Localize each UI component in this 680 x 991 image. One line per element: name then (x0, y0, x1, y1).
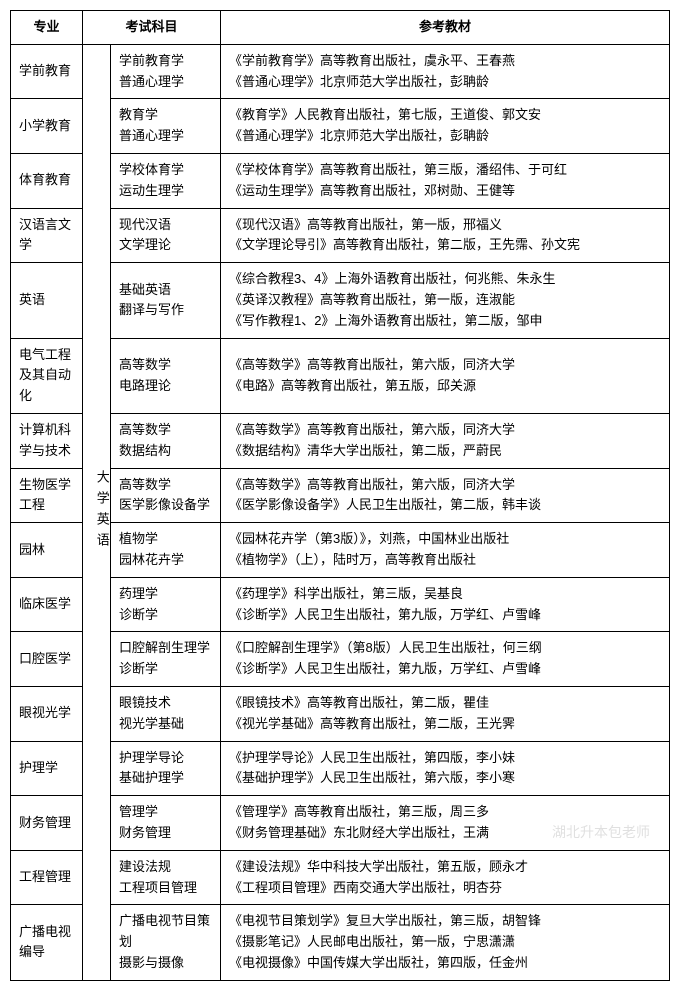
header-exam: 考试科目 (83, 11, 221, 45)
header-major: 专业 (11, 11, 83, 45)
cell-refs: 《高等数学》高等教育出版社，第六版，同济大学《数据结构》清华大学出版社，第二版，… (221, 413, 670, 468)
cell-exam-group: 大学英语 (83, 44, 111, 980)
cell-subjects: 高等数学医学影像设备学 (111, 468, 221, 523)
cell-major: 电气工程及其自动化 (11, 338, 83, 413)
table-row: 学前教育大学英语学前教育学普通心理学《学前教育学》高等教育出版社，虞永平、王春燕… (11, 44, 670, 99)
cell-subjects: 高等数学电路理论 (111, 338, 221, 413)
cell-subjects: 广播电视节目策划摄影与摄像 (111, 905, 221, 980)
cell-refs: 《电视节目策划学》复旦大学出版社，第三版，胡智锋《摄影笔记》人民邮电出版社，第一… (221, 905, 670, 980)
curriculum-table: 专业 考试科目 参考教材 学前教育大学英语学前教育学普通心理学《学前教育学》高等… (10, 10, 670, 981)
cell-refs: 《学校体育学》高等教育出版社，第三版，潘绍伟、于可红《运动生理学》高等教育出版社… (221, 153, 670, 208)
cell-refs: 《眼镜技术》高等教育出版社，第二版，瞿佳《视光学基础》高等教育出版社，第二版，王… (221, 686, 670, 741)
cell-subjects: 护理学导论基础护理学 (111, 741, 221, 796)
cell-subjects: 口腔解剖生理学诊断学 (111, 632, 221, 687)
cell-major: 工程管理 (11, 850, 83, 905)
cell-subjects: 药理学诊断学 (111, 577, 221, 632)
header-ref: 参考教材 (221, 11, 670, 45)
cell-refs: 《管理学》高等教育出版社，第三版，周三多《财务管理基础》东北财经大学出版社，王满 (221, 796, 670, 851)
cell-subjects: 建设法规工程项目管理 (111, 850, 221, 905)
cell-refs: 《高等数学》高等教育出版社，第六版，同济大学《医学影像设备学》人民卫生出版社，第… (221, 468, 670, 523)
cell-subjects: 现代汉语文学理论 (111, 208, 221, 263)
cell-refs: 《综合教程3、4》上海外语教育出版社，何兆熊、朱永生《英译汉教程》高等教育出版社… (221, 263, 670, 338)
cell-major: 体育教育 (11, 153, 83, 208)
exam-group-label: 大学英语 (91, 470, 112, 554)
cell-subjects: 基础英语翻译与写作 (111, 263, 221, 338)
cell-major: 广播电视编导 (11, 905, 83, 980)
cell-refs: 《口腔解剖生理学》（第8版）人民卫生出版社，何三纲《诊断学》人民卫生出版社，第九… (221, 632, 670, 687)
cell-major: 眼视光学 (11, 686, 83, 741)
cell-subjects: 教育学普通心理学 (111, 99, 221, 154)
cell-refs: 《药理学》科学出版社，第三版，吴基良《诊断学》人民卫生出版社，第九版，万学红、卢… (221, 577, 670, 632)
cell-refs: 《教育学》人民教育出版社，第七版，王道俊、郭文安《普通心理学》北京师范大学出版社… (221, 99, 670, 154)
cell-major: 临床医学 (11, 577, 83, 632)
header-row: 专业 考试科目 参考教材 (11, 11, 670, 45)
cell-major: 小学教育 (11, 99, 83, 154)
cell-major: 汉语言文学 (11, 208, 83, 263)
cell-subjects: 学校体育学运动生理学 (111, 153, 221, 208)
cell-subjects: 植物学园林花卉学 (111, 523, 221, 578)
cell-major: 护理学 (11, 741, 83, 796)
cell-refs: 《高等数学》高等教育出版社，第六版，同济大学《电路》高等教育出版社，第五版，邱关… (221, 338, 670, 413)
cell-major: 英语 (11, 263, 83, 338)
cell-major: 口腔医学 (11, 632, 83, 687)
cell-refs: 《建设法规》华中科技大学出版社，第五版，顾永才《工程项目管理》西南交通大学出版社… (221, 850, 670, 905)
cell-major: 计算机科学与技术 (11, 413, 83, 468)
cell-major: 园林 (11, 523, 83, 578)
cell-subjects: 管理学财务管理 (111, 796, 221, 851)
cell-refs: 《学前教育学》高等教育出版社，虞永平、王春燕《普通心理学》北京师范大学出版社，彭… (221, 44, 670, 99)
cell-subjects: 学前教育学普通心理学 (111, 44, 221, 99)
cell-refs: 《护理学导论》人民卫生出版社，第四版，李小妹《基础护理学》人民卫生出版社，第六版… (221, 741, 670, 796)
cell-refs: 《园林花卉学（第3版）》，刘燕，中国林业出版社《植物学》（上），陆时万，高等教育… (221, 523, 670, 578)
cell-major: 学前教育 (11, 44, 83, 99)
cell-refs: 《现代汉语》高等教育出版社，第一版，邢福义《文学理论导引》高等教育出版社，第二版… (221, 208, 670, 263)
cell-subjects: 高等数学数据结构 (111, 413, 221, 468)
cell-major: 生物医学工程 (11, 468, 83, 523)
cell-major: 财务管理 (11, 796, 83, 851)
cell-subjects: 眼镜技术视光学基础 (111, 686, 221, 741)
